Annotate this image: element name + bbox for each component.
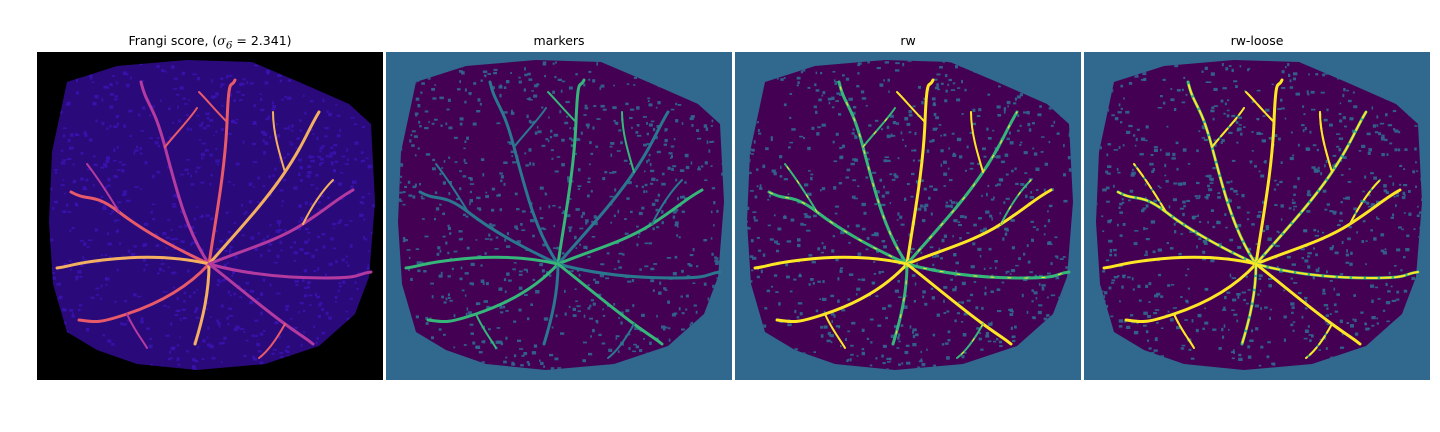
vessel-branch (488, 80, 560, 266)
rw-panel-title: rw (900, 33, 916, 48)
vessel-network (1102, 78, 1420, 359)
vessel-branch (621, 111, 635, 173)
rw-loose-panel-title: rw-loose (1230, 33, 1284, 48)
vessel-branch (207, 262, 373, 280)
vessel-branch (547, 91, 577, 123)
vessel-branch (956, 323, 984, 359)
vessel-highlight (1103, 256, 1257, 269)
vessel-branch (198, 91, 228, 123)
vessel-highlight (1255, 263, 1361, 345)
frangi-panel-title: Frangi score, (σ6 = 2.341) (37, 33, 383, 52)
vessel-branch (970, 111, 984, 173)
vessel-highlight (1319, 111, 1333, 173)
vessel-highlight (1125, 263, 1257, 323)
vessel-highlight (1255, 263, 1419, 280)
frangi-score-image (37, 52, 383, 380)
vessel-branch (905, 188, 1053, 266)
vessel-branch (475, 313, 497, 349)
vessel-branch (896, 91, 926, 123)
markers-panel-title: markers (533, 33, 585, 48)
vessel-highlight (1255, 189, 1401, 265)
vessel-branch (556, 262, 722, 280)
frangi-title-sigma: σ (217, 33, 226, 48)
vessel-branch (556, 188, 704, 266)
vessel-highlight (1255, 79, 1283, 265)
vessel-highlight (1241, 263, 1257, 345)
vessel-highlight (838, 81, 908, 265)
vessel-network (55, 78, 373, 359)
vessel-branch (302, 179, 334, 225)
vessel-highlight (1305, 323, 1333, 359)
markers-image (386, 52, 732, 380)
frangi-panel: Frangi score, (σ6 = 2.341) (37, 0, 383, 432)
vessel-branch (164, 107, 198, 148)
vessel-highlight (1133, 163, 1167, 213)
frangi-title-subscript: 6 (225, 39, 233, 52)
vessel-branch (193, 262, 211, 346)
vessel-branch (139, 80, 211, 266)
vessel-highlight (906, 263, 1070, 279)
vessel-highlight (824, 313, 846, 349)
vessel-branch (513, 107, 547, 148)
vessel-highlight (1187, 81, 1257, 265)
vessel-branch (542, 262, 560, 346)
vessel-highlight (906, 79, 934, 265)
vessel-branch (207, 188, 355, 266)
vessel-network (404, 78, 722, 359)
vessel-highlight (1245, 91, 1275, 123)
vessel-highlight (1349, 179, 1381, 225)
vessel-branch (55, 255, 211, 270)
rw-loose-panel: rw-loose (1084, 0, 1430, 432)
vessel-branch (126, 313, 148, 349)
vessel-branch (207, 78, 237, 266)
vessel-highlight (1211, 107, 1245, 148)
vessel-branch (435, 163, 469, 213)
vessel-branch (607, 323, 635, 359)
vessel-branch (86, 163, 120, 213)
vessel-highlight (754, 256, 908, 269)
vessel-branch (272, 111, 286, 173)
tissue-region (398, 60, 724, 370)
rw-image (735, 52, 1081, 380)
vessel-branch (1000, 179, 1032, 225)
frangi-title-prefix: Frangi score, ( (128, 33, 218, 48)
vessel-branch (404, 255, 560, 270)
vessel-network (753, 78, 1071, 359)
markers-panel: markers (386, 0, 732, 432)
vessel-highlight (1173, 313, 1195, 349)
vessel-branch (651, 179, 683, 225)
vessel-branch (891, 262, 909, 346)
tissue-region (49, 60, 375, 370)
vessel-branch (258, 323, 286, 359)
tissue-texture (49, 60, 375, 370)
vessel-branch (556, 78, 586, 266)
frangi-title-suffix: = 2.341) (232, 33, 292, 48)
vessel-highlight (784, 163, 818, 213)
rw-panel: rw (735, 0, 1081, 432)
vessel-branch (862, 107, 896, 148)
rw-loose-image (1084, 52, 1430, 380)
